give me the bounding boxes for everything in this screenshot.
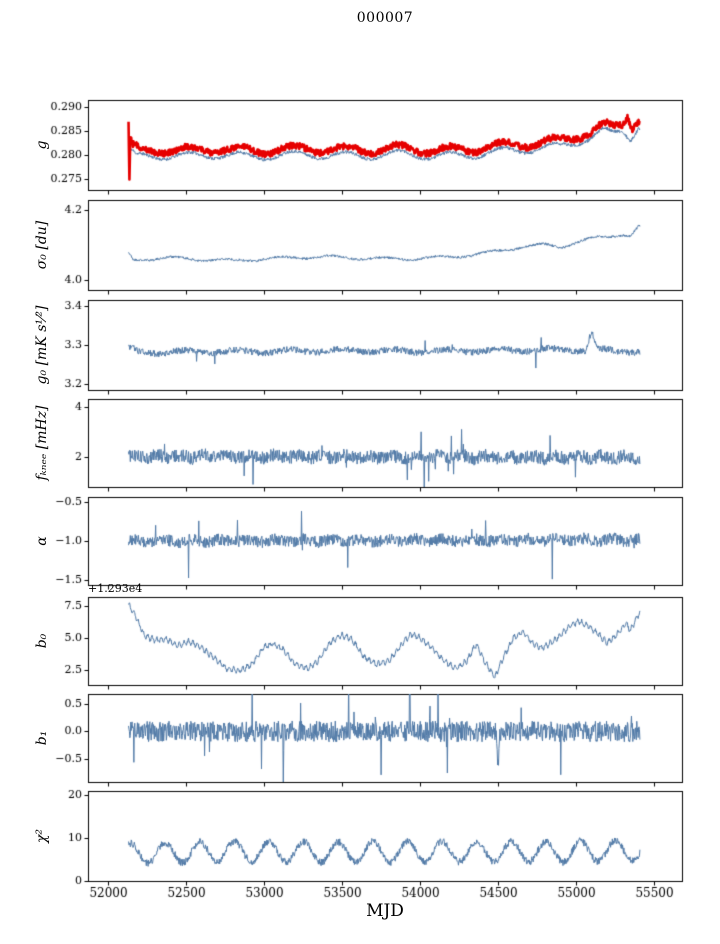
y-axis-label-b1: b₁ <box>34 730 50 746</box>
y-axis-label-chi2: χ² <box>34 828 50 844</box>
y-axis-label-alpha: α <box>34 536 50 546</box>
figure-title: 000007 <box>356 10 414 26</box>
y-axis-label-sigma0: σ₀ [du] <box>34 220 50 270</box>
y-axis-label-b0: b₀ <box>34 633 50 649</box>
y-axis-label-g0: g₀ [mK s¹⁄²] <box>34 305 50 385</box>
b0-offset-text: +1.293e4 <box>88 582 143 595</box>
y-axis-label-fknee: fₖₙₑₑ [mHz] <box>34 405 50 481</box>
x-axis-label: MJD <box>366 901 404 921</box>
y-axis-label-g: g <box>34 140 50 150</box>
